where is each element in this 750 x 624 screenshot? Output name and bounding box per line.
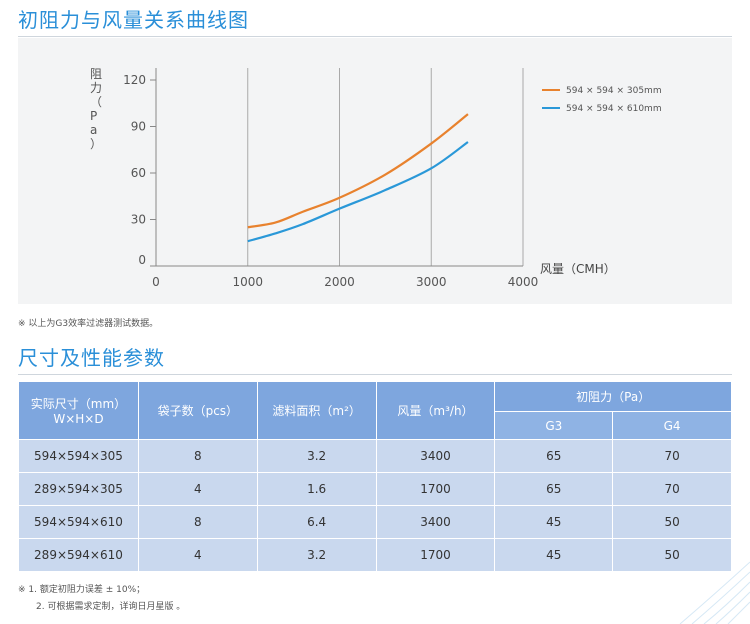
chart-series bbox=[247, 113, 469, 243]
x-tick-label: 0 bbox=[152, 275, 160, 289]
chart-grid bbox=[247, 68, 524, 266]
deco-line bbox=[703, 581, 750, 624]
cell-g4: 70 bbox=[612, 472, 732, 506]
header-size: 实际尺寸（mm） W×H×D bbox=[18, 381, 139, 440]
deco-line bbox=[727, 601, 750, 624]
cell-area: 3.2 bbox=[256, 439, 377, 473]
series-line bbox=[247, 141, 469, 243]
cell-g4: 70 bbox=[612, 439, 732, 473]
deco-line bbox=[679, 561, 750, 624]
cell-size: 289×594×610 bbox=[18, 538, 139, 572]
cell-area: 1.6 bbox=[256, 472, 377, 506]
cell-area: 6.4 bbox=[256, 505, 377, 539]
table-row: 594×594×610 8 6.4 3400 45 50 bbox=[18, 505, 732, 539]
series-line bbox=[247, 113, 469, 229]
chart-legend: 594 × 594 × 305mm 594 × 594 × 610mm bbox=[542, 86, 662, 114]
cell-bags: 4 bbox=[137, 538, 258, 572]
table-row: 594×594×305 8 3.2 3400 65 70 bbox=[18, 439, 732, 473]
table-note-2: 2. 可根据需求定制，详询日月星版 。 bbox=[36, 602, 186, 612]
y-tick-label: 120 bbox=[123, 73, 146, 87]
title-divider bbox=[18, 36, 732, 37]
deco-line bbox=[715, 591, 750, 624]
cell-g4: 50 bbox=[612, 505, 732, 539]
cell-bags: 4 bbox=[137, 472, 258, 506]
spec-section-title: 尺寸及性能参数 bbox=[18, 346, 165, 370]
x-tick-label: 1000 bbox=[232, 275, 263, 289]
x-axis-label: 风量（CMH） bbox=[540, 262, 616, 276]
header-resistance: 初阻力（Pa） bbox=[494, 381, 732, 412]
cell-g3: 45 bbox=[494, 538, 614, 572]
cell-g3: 65 bbox=[494, 439, 614, 473]
header-size-label: 实际尺寸（mm） bbox=[30, 397, 127, 411]
chart-footnote: ※ 以上为G3效率过滤器测试数据。 bbox=[18, 319, 159, 329]
header-size-sub: W×H×D bbox=[53, 412, 104, 426]
cell-bags: 8 bbox=[137, 505, 258, 539]
cell-airflow: 1700 bbox=[375, 538, 496, 572]
title-divider-2 bbox=[18, 374, 732, 375]
y-tick-label: 30 bbox=[131, 213, 146, 227]
cell-area: 3.2 bbox=[256, 538, 377, 572]
corner-decoration bbox=[679, 561, 750, 624]
table-row: 289×594×610 4 3.2 1700 45 50 bbox=[18, 538, 732, 572]
header-g4: G4 bbox=[612, 411, 732, 440]
legend-label: 594 × 594 × 610mm bbox=[566, 104, 662, 114]
cell-g4: 50 bbox=[612, 538, 732, 572]
cell-g3: 65 bbox=[494, 472, 614, 506]
y-tick-label: 90 bbox=[131, 120, 146, 134]
cell-bags: 8 bbox=[137, 439, 258, 473]
cell-airflow: 3400 bbox=[375, 505, 496, 539]
chart-section-title: 初阻力与风量关系曲线图 bbox=[18, 8, 249, 32]
cell-airflow: 3400 bbox=[375, 439, 496, 473]
x-tick-label: 3000 bbox=[416, 275, 447, 289]
y-tick-label: 0 bbox=[138, 253, 146, 267]
cell-g3: 45 bbox=[494, 505, 614, 539]
x-tick-label: 2000 bbox=[324, 275, 355, 289]
header-g3: G3 bbox=[494, 411, 614, 440]
cell-size: 594×594×610 bbox=[18, 505, 139, 539]
cell-airflow: 1700 bbox=[375, 472, 496, 506]
deco-line bbox=[691, 571, 750, 624]
table-row: 289×594×305 4 1.6 1700 65 70 bbox=[18, 472, 732, 506]
header-bags: 袋子数（pcs） bbox=[137, 381, 258, 440]
y-tick-label: 60 bbox=[131, 166, 146, 180]
spec-table: 实际尺寸（mm） W×H×D 袋子数（pcs） 滤料面积（m²） 风量（m³/h… bbox=[18, 381, 732, 572]
legend-label: 594 × 594 × 305mm bbox=[566, 86, 662, 96]
cell-size: 594×594×305 bbox=[18, 439, 139, 473]
cell-size: 289×594×305 bbox=[18, 472, 139, 506]
table-note-1: ※ 1. 额定初阻力误差 ± 10%； bbox=[18, 585, 146, 595]
header-airflow: 风量（m³/h） bbox=[375, 381, 496, 440]
x-tick-label: 4000 bbox=[508, 275, 539, 289]
header-area: 滤料面积（m²） bbox=[256, 381, 377, 440]
